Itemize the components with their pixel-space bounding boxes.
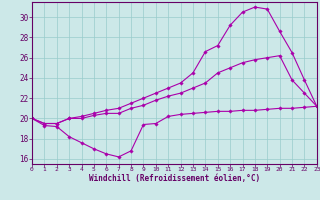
X-axis label: Windchill (Refroidissement éolien,°C): Windchill (Refroidissement éolien,°C) xyxy=(89,174,260,183)
